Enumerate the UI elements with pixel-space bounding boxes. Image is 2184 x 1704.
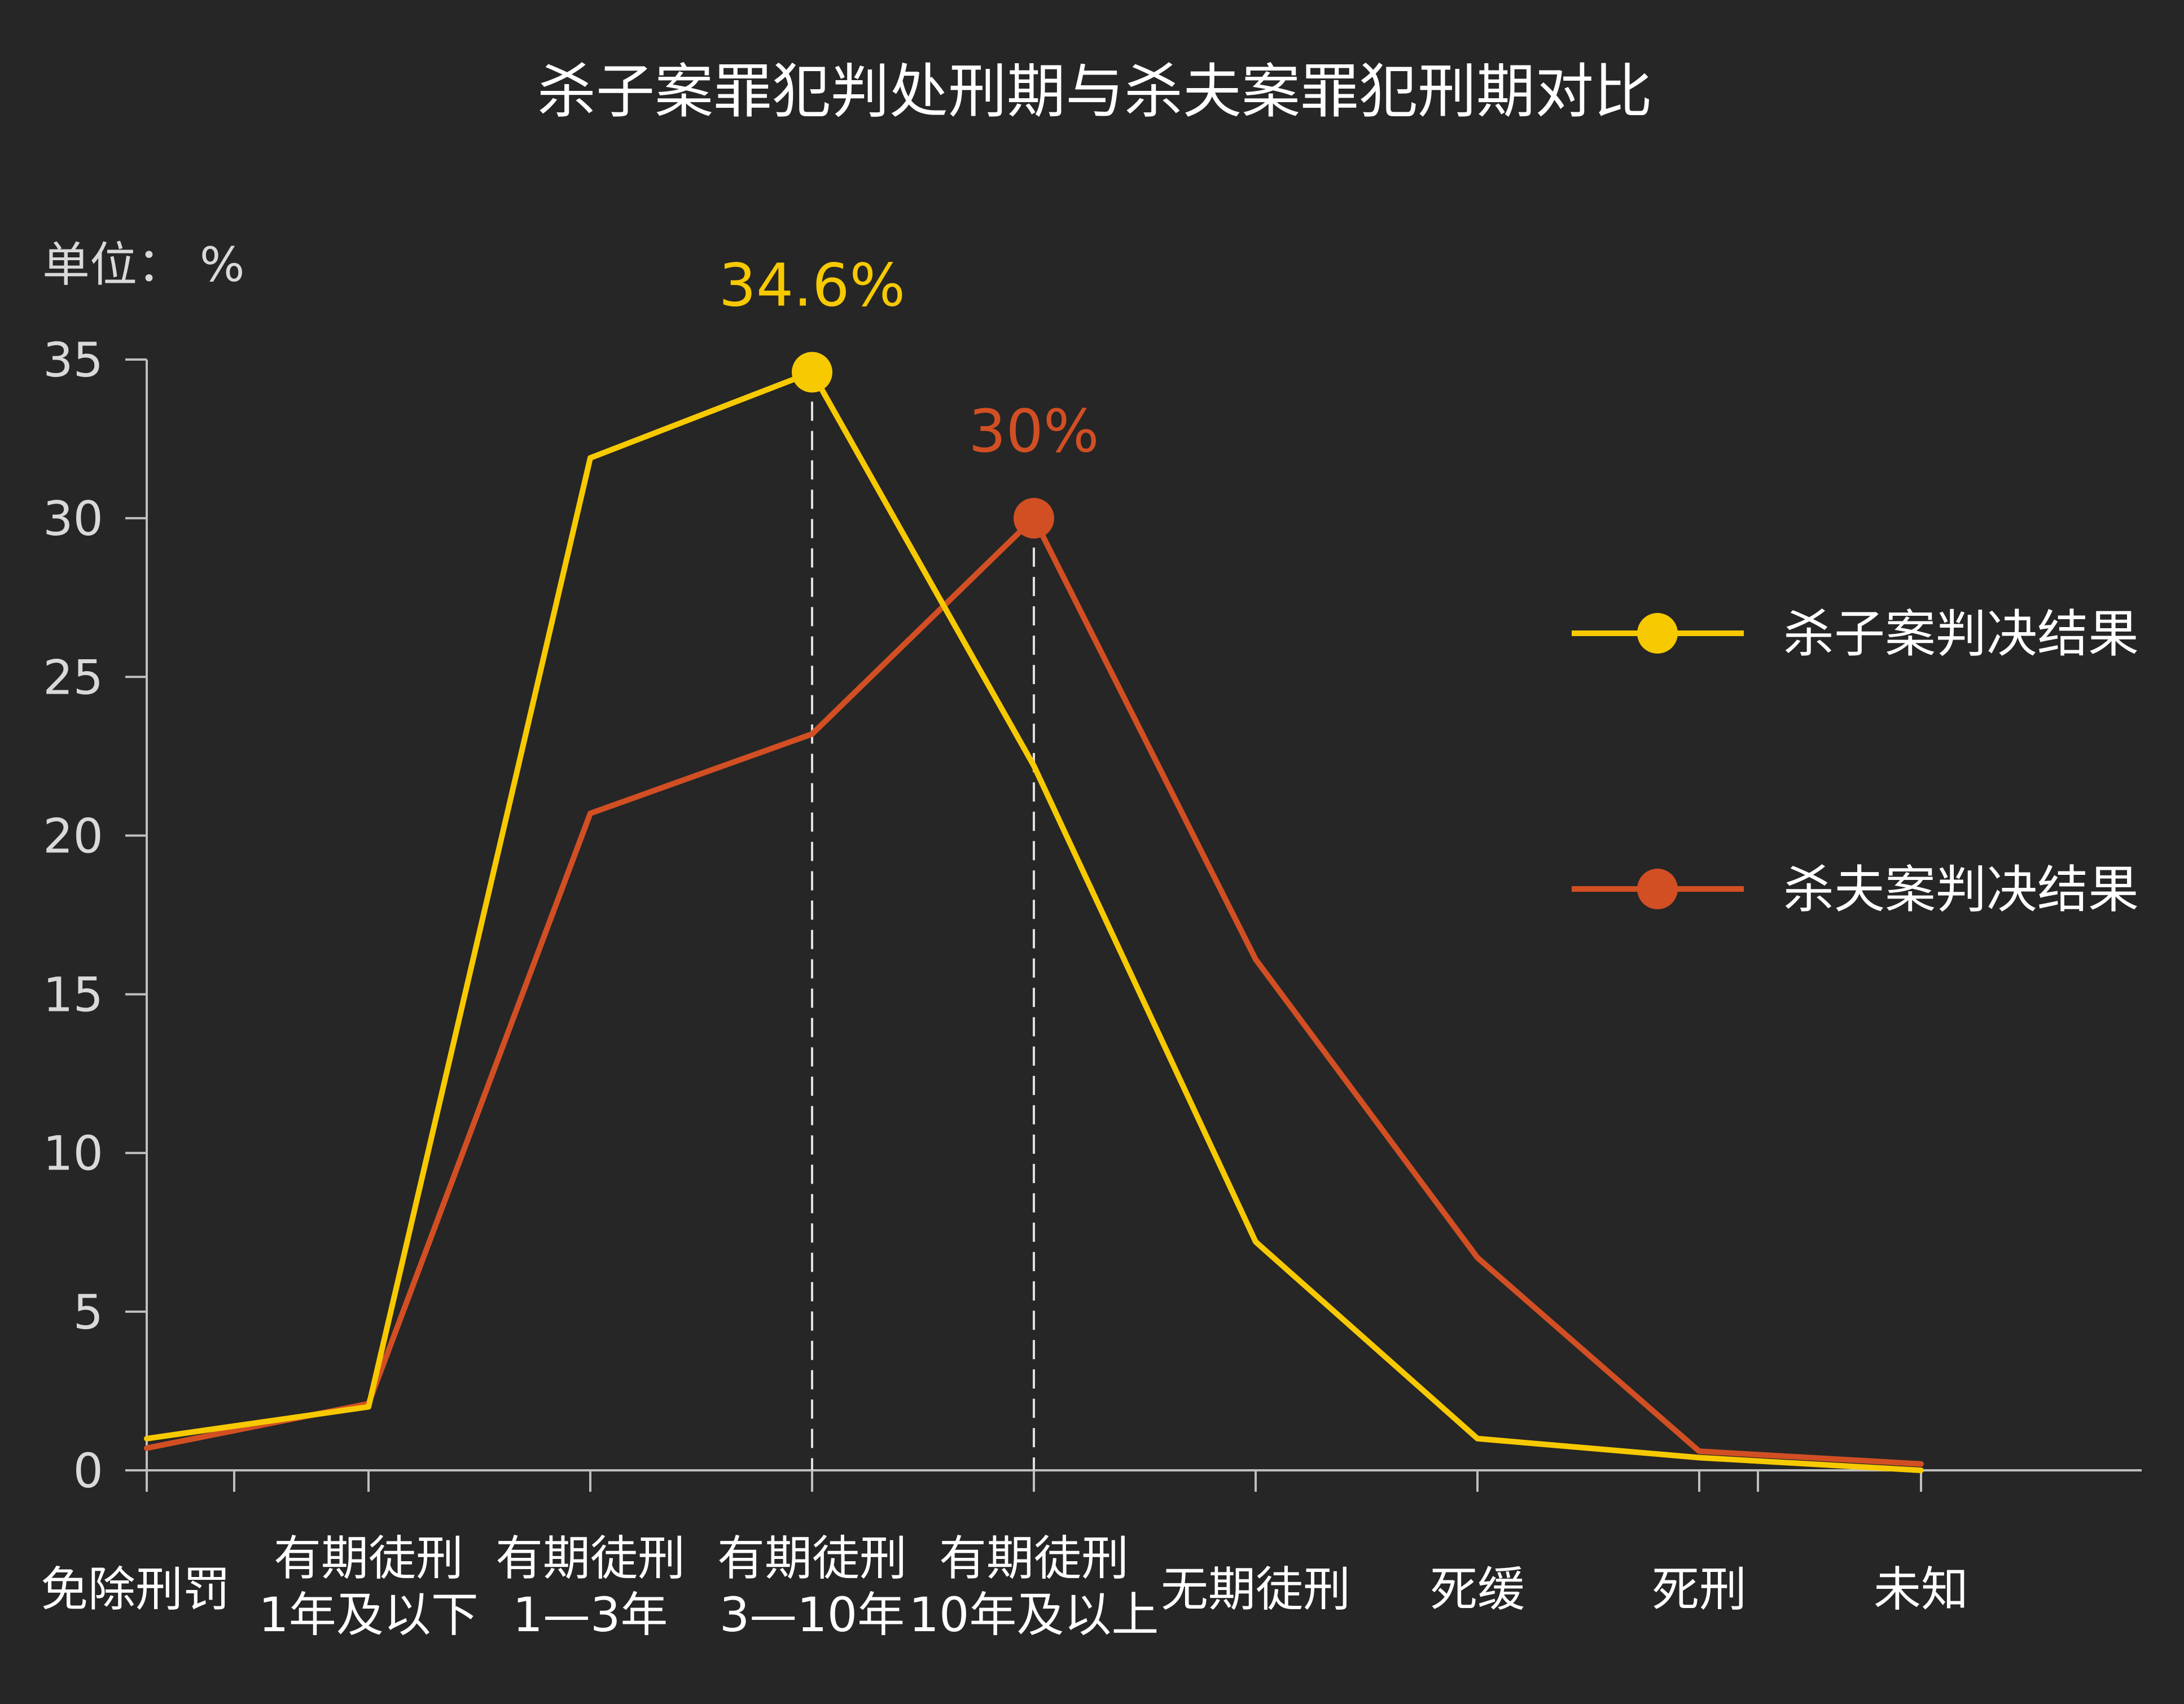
peak-marker	[1014, 498, 1054, 539]
x-category-label: 3—10年	[720, 1587, 905, 1642]
legend-marker	[1637, 613, 1678, 654]
y-tick-labels: 0 5 10 15 20 25 30 35	[43, 332, 103, 1499]
peak-markers: 34.6% 30%	[719, 251, 1099, 539]
y-tick-label: 30	[43, 491, 103, 546]
x-category-label: 无期徒刑	[1161, 1562, 1350, 1617]
x-category-label: 10年及以上	[909, 1587, 1159, 1642]
series-line	[144, 369, 1924, 1473]
y-tick-label: 5	[73, 1285, 103, 1340]
peak-value-label: 34.6%	[719, 251, 905, 319]
y-tick-label: 25	[43, 650, 103, 705]
y-tick-label: 0	[73, 1443, 103, 1499]
y-tick-label: 35	[43, 332, 103, 388]
y-tick-label: 15	[43, 967, 103, 1023]
y-tick-label: 10	[43, 1126, 103, 1181]
x-category-label: 死缓	[1430, 1562, 1525, 1617]
axes	[125, 358, 2142, 1492]
x-category-label: 有期徒刑	[274, 1531, 463, 1586]
peak-marker	[792, 352, 832, 393]
x-category-label: 1—3年	[513, 1587, 668, 1642]
peak-value-label: 30%	[968, 397, 1099, 466]
y-tick-label: 20	[43, 808, 103, 864]
x-category-label: 死刑	[1652, 1562, 1747, 1617]
x-category-label: 免除刑罚	[41, 1562, 230, 1617]
legend-marker	[1637, 869, 1678, 909]
x-category-label: 有期徒刑	[717, 1531, 907, 1586]
x-category-label: 有期徒刑	[495, 1531, 685, 1586]
x-category-label: 1年及以下	[258, 1587, 478, 1642]
chart-title: 杀子案罪犯判处刑期与杀夫案罪犯刑期对比	[537, 57, 1652, 126]
x-category-labels: 免除刑罚有期徒刑1年及以下有期徒刑1—3年有期徒刑3—10年有期徒刑10年及以上…	[41, 1531, 1968, 1642]
legend-label: 杀子案判决结果	[1783, 604, 2139, 664]
legend-label: 杀夫案判决结果	[1783, 860, 2139, 919]
x-category-label: 未知	[1874, 1562, 1968, 1617]
peak-guide-lines	[811, 372, 1035, 1470]
unit-label: 单位： %	[42, 237, 245, 292]
x-category-label: 有期徒刑	[939, 1531, 1129, 1586]
